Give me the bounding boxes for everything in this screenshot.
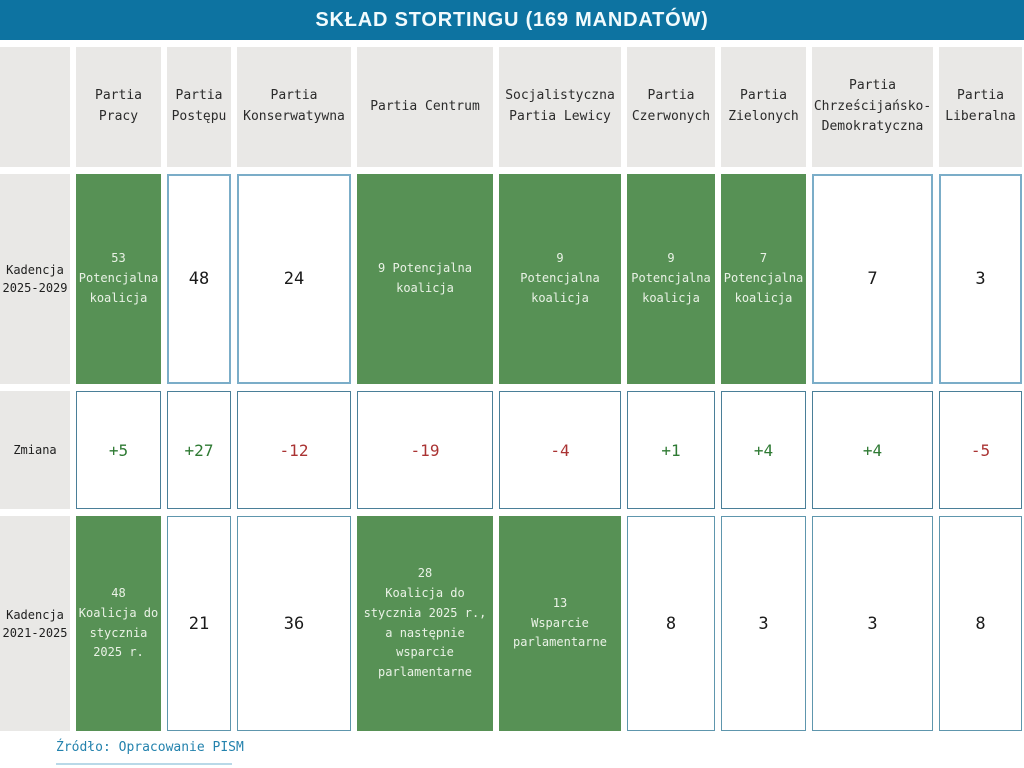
cell-2025-2029-partia-pracy: 53 Potencjalna koalicja (76, 174, 161, 384)
cell-2021-2025-partia-pracy: 48 Koalicja do stycznia 2025 r. (76, 516, 161, 731)
column-header-partia-centrum: Partia Centrum (357, 47, 493, 167)
cell-zmiana-partia-czerwonych: +1 (627, 391, 715, 509)
cell-2025-2029-partia-chrzescijansko-demokratyczna: 7 (812, 174, 933, 384)
cell-2025-2029-partia-zielonych: 7 Potencjalna koalicja (721, 174, 806, 384)
cell-zmiana-partia-liberalna: -5 (939, 391, 1022, 509)
cell-2021-2025-partia-zielonych: 3 (721, 516, 806, 731)
column-header-partia-konserwatywna: Partia Konserwatywna (237, 47, 351, 167)
cell-2021-2025-partia-liberalna: 8 (939, 516, 1022, 731)
cell-2025-2029-partia-postepu: 48 (167, 174, 231, 384)
cell-2025-2029-partia-czerwonych: 9 Potencjalna koalicja (627, 174, 715, 384)
cell-2025-2029-partia-centrum: 9 Potencjalna koalicja (357, 174, 493, 384)
column-header-socjalistyczna-partia-lewicy: Socjalistyczna Partia Lewicy (499, 47, 621, 167)
row-label-zmiana: Zmiana (0, 391, 70, 509)
cell-zmiana-partia-zielonych: +4 (721, 391, 806, 509)
cell-2021-2025-socjalistyczna-partia-lewicy: 13 Wsparcie parlamentarne (499, 516, 621, 731)
storting-table: Partia Pracy Partia Postępu Partia Konse… (0, 47, 1022, 731)
column-header-partia-pracy: Partia Pracy (76, 47, 161, 167)
row-label-kadencja-2025-2029: Kadencja 2025-2029 (0, 174, 70, 384)
page-title: SKŁAD STORTINGU (169 MANDATÓW) (315, 8, 709, 31)
cell-zmiana-partia-postepu: +27 (167, 391, 231, 509)
bottom-accent-line (56, 763, 232, 765)
cell-zmiana-socjalistyczna-partia-lewicy: -4 (499, 391, 621, 509)
row-label-kadencja-2021-2025: Kadencja 2021-2025 (0, 516, 70, 731)
cell-2021-2025-partia-postepu: 21 (167, 516, 231, 731)
title-bar: SKŁAD STORTINGU (169 MANDATÓW) (0, 0, 1024, 40)
cell-2021-2025-partia-centrum: 28 Koalicja do stycznia 2025 r., a nastę… (357, 516, 493, 731)
cell-2025-2029-partia-konserwatywna: 24 (237, 174, 351, 384)
cell-zmiana-partia-centrum: -19 (357, 391, 493, 509)
cell-2021-2025-partia-konserwatywna: 36 (237, 516, 351, 731)
column-header-partia-liberalna: Partia Liberalna (939, 47, 1022, 167)
source-note: Źródło: Opracowanie PISM (56, 740, 244, 755)
column-header-partia-czerwonych: Partia Czerwonych (627, 47, 715, 167)
cell-zmiana-partia-chrzescijansko-demokratyczna: +4 (812, 391, 933, 509)
column-header-partia-zielonych: Partia Zielonych (721, 47, 806, 167)
cell-2021-2025-partia-chrzescijansko-demokratyczna: 3 (812, 516, 933, 731)
cell-2025-2029-socjalistyczna-partia-lewicy: 9 Potencjalna koalicja (499, 174, 621, 384)
cell-zmiana-partia-konserwatywna: -12 (237, 391, 351, 509)
column-header-partia-postepu: Partia Postępu (167, 47, 231, 167)
cell-2021-2025-partia-czerwonych: 8 (627, 516, 715, 731)
column-header-partia-chrzescijansko-demokratyczna: Partia Chrześcijańsko-Demokratyczna (812, 47, 933, 167)
cell-2025-2029-partia-liberalna: 3 (939, 174, 1022, 384)
cell-zmiana-partia-pracy: +5 (76, 391, 161, 509)
corner-cell (0, 47, 70, 167)
